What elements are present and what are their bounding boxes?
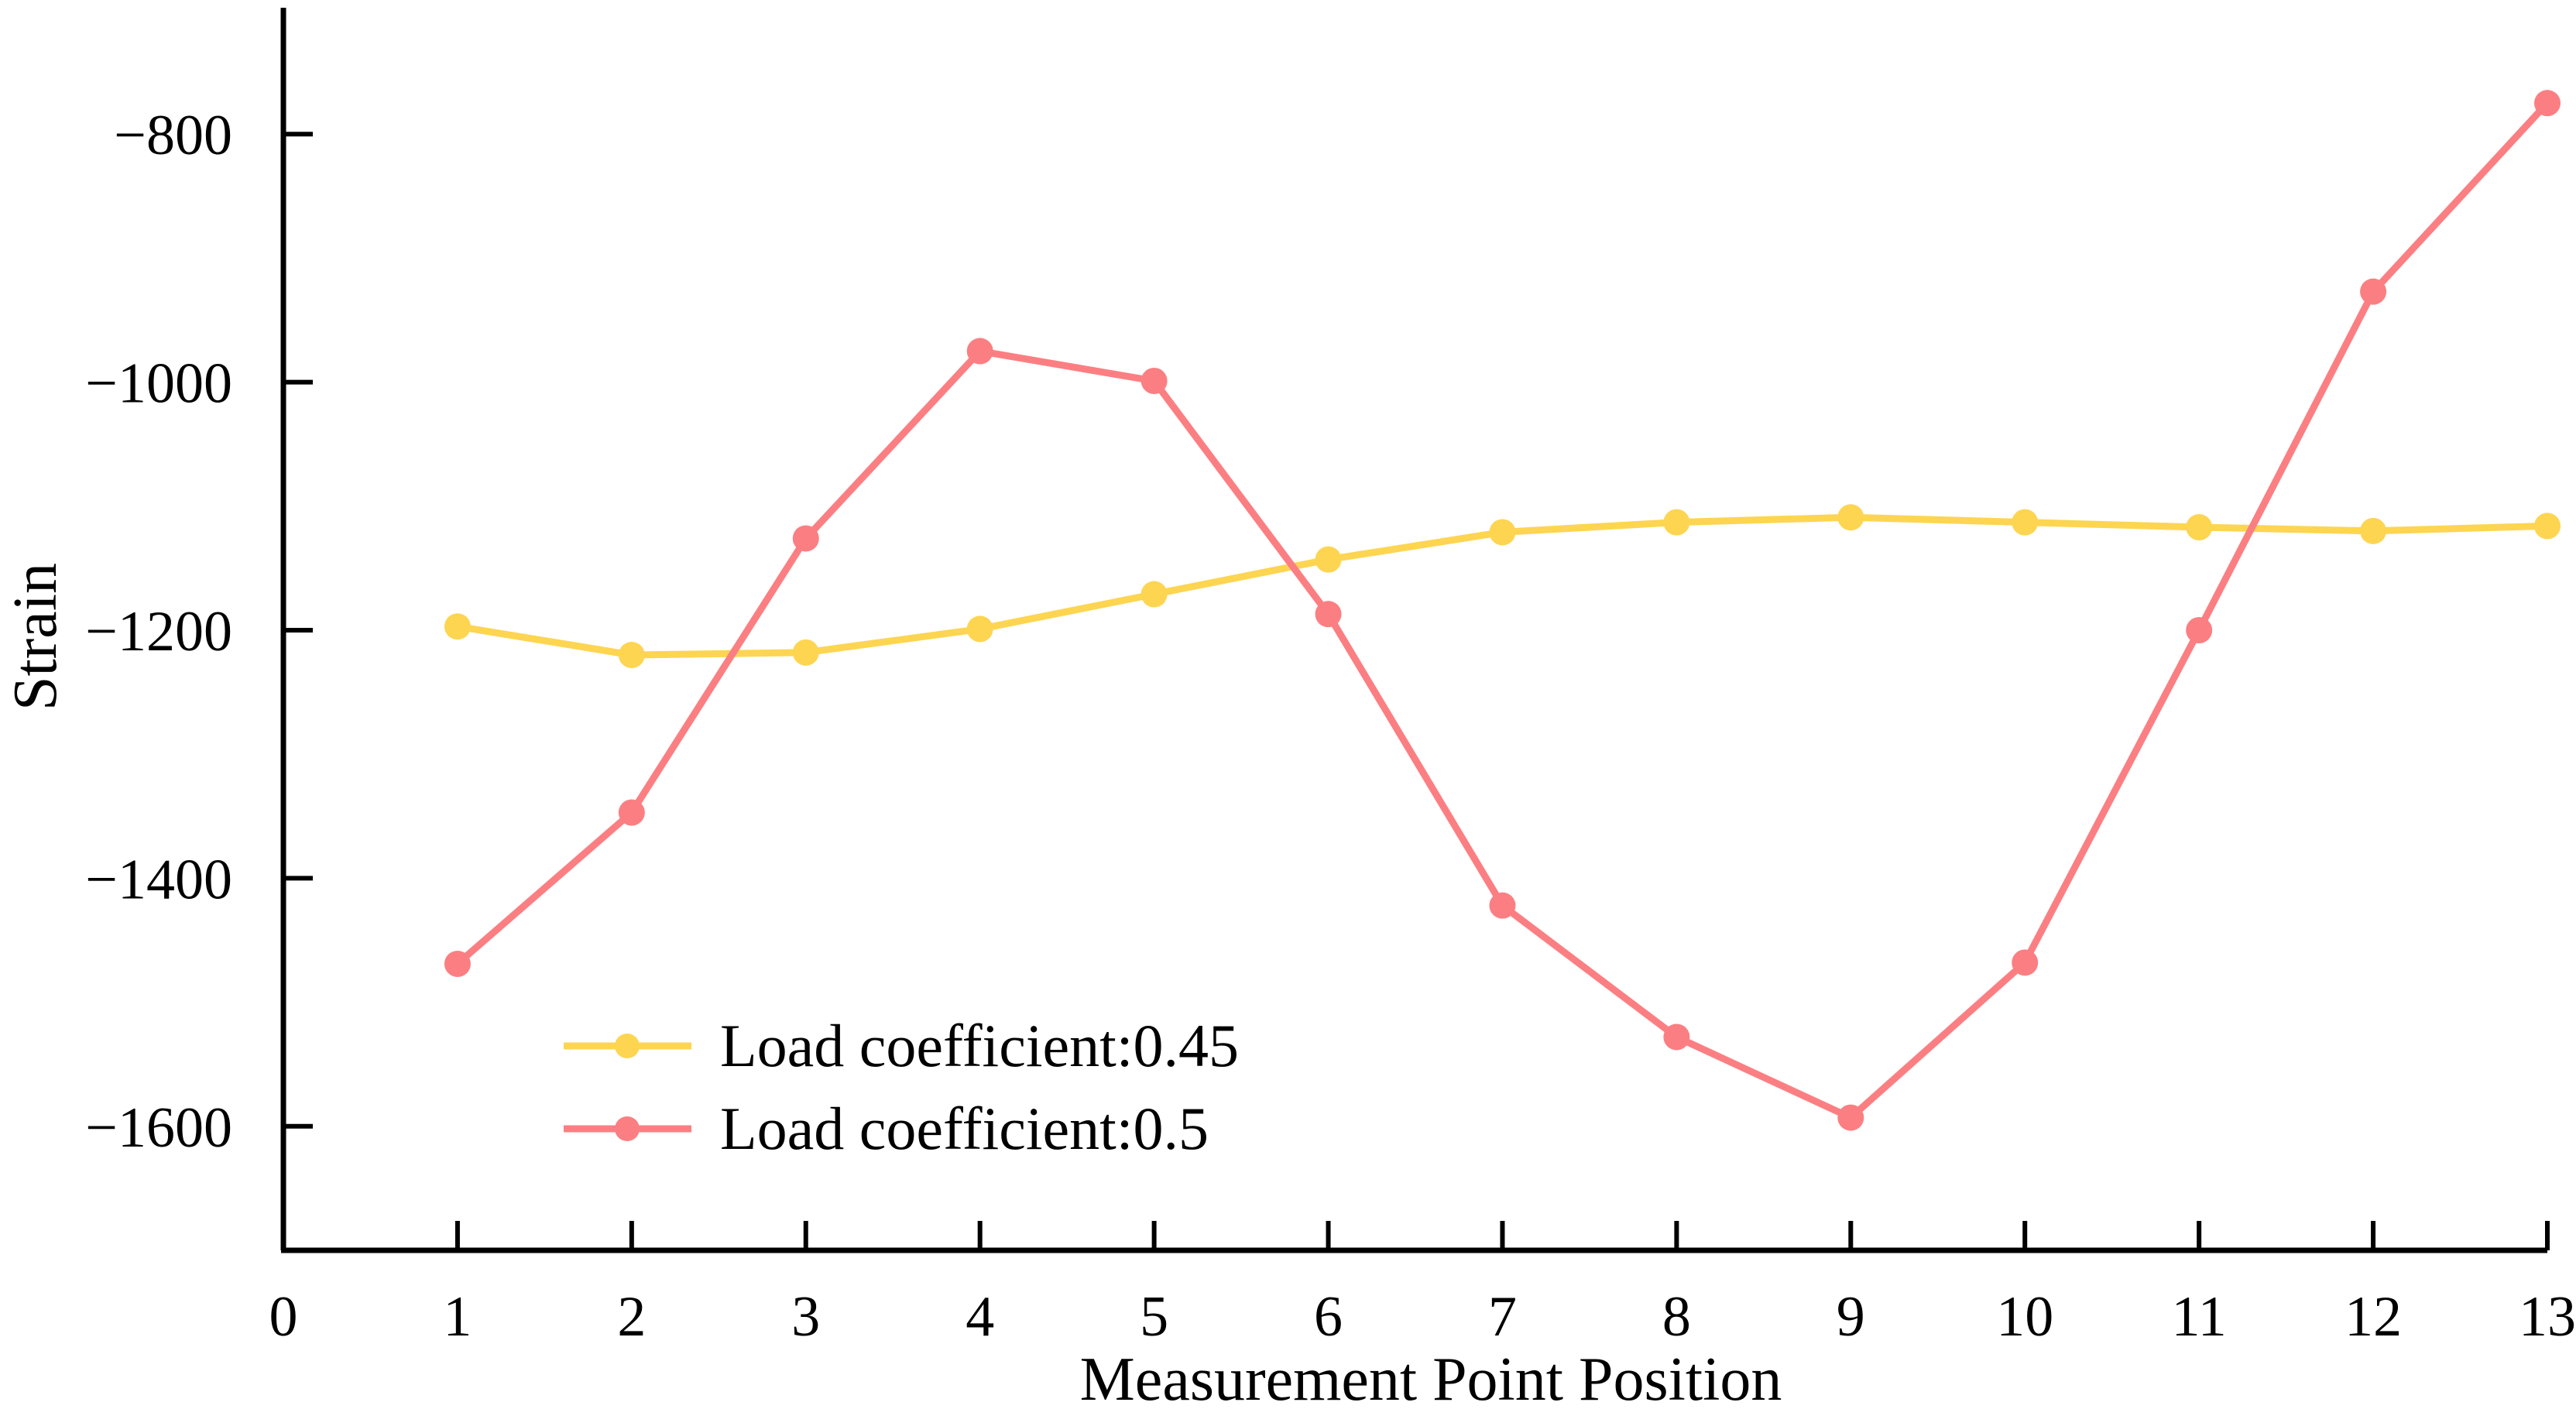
x-tick-label: 12 [2344, 1285, 2402, 1349]
legend-marker [615, 1034, 640, 1058]
data-point [793, 639, 819, 666]
data-point [619, 642, 645, 668]
legend-label: Load coefficient:0.45 [720, 1012, 1239, 1079]
x-tick-label: 6 [1314, 1285, 1343, 1349]
data-point [2534, 90, 2561, 116]
data-point [967, 338, 993, 365]
data-point [793, 525, 819, 551]
data-point [1141, 581, 1168, 608]
series-layer [444, 90, 2561, 1130]
data-point [444, 951, 471, 977]
data-point [1837, 1105, 1864, 1131]
legend-label: Load coefficient:0.5 [720, 1095, 1209, 1162]
data-point [967, 615, 993, 642]
y-tick-label: −1600 [85, 1096, 232, 1160]
data-point [2534, 513, 2561, 539]
legend-entry: Load coefficient:0.45 [564, 1012, 1239, 1079]
x-tick-label: 1 [443, 1285, 472, 1349]
x-tick-label: 13 [2519, 1285, 2576, 1349]
x-tick-label: 7 [1488, 1285, 1517, 1349]
data-point [619, 799, 645, 825]
y-ticks: −800 −1000 −1200 −1400 −1600 [85, 104, 313, 1160]
x-tick-label: 5 [1140, 1285, 1168, 1349]
data-point [444, 613, 471, 639]
data-point [1315, 601, 1342, 627]
data-point [2360, 518, 2386, 544]
y-tick-label: −800 [114, 104, 232, 167]
legend: Load coefficient:0.45 Load coefficient:0… [564, 1012, 1239, 1162]
data-point [1489, 893, 1515, 919]
data-point [1837, 504, 1864, 530]
data-point [1663, 1023, 1689, 1050]
x-tick-label: 3 [791, 1285, 820, 1349]
data-point [2012, 949, 2038, 975]
x-tick-label: 2 [617, 1285, 646, 1349]
data-point [1141, 368, 1168, 394]
x-tick-label: 9 [1837, 1285, 1865, 1349]
y-axis-title: Strain [2, 563, 70, 711]
legend-marker [615, 1116, 640, 1141]
data-point [1315, 547, 1342, 573]
y-tick-label: −1000 [85, 352, 232, 416]
x-tick-label: 10 [1996, 1285, 2053, 1349]
x-tick-label: 0 [269, 1285, 298, 1349]
series-line-1 [458, 103, 2547, 1118]
x-tick-label: 8 [1662, 1285, 1691, 1349]
x-axis-title: Measurement Point Position [1080, 1346, 1782, 1412]
data-point [1663, 509, 1689, 536]
x-tick-label: 4 [966, 1285, 994, 1349]
data-point [2360, 279, 2386, 305]
data-point [2012, 509, 2038, 536]
legend-entry: Load coefficient:0.5 [564, 1095, 1209, 1162]
x-tick-label: 11 [2172, 1285, 2227, 1349]
data-point [1489, 519, 1515, 545]
data-point [2186, 617, 2212, 643]
y-tick-label: −1200 [85, 600, 232, 663]
y-tick-label: −1400 [85, 848, 232, 911]
data-point [2186, 514, 2212, 540]
